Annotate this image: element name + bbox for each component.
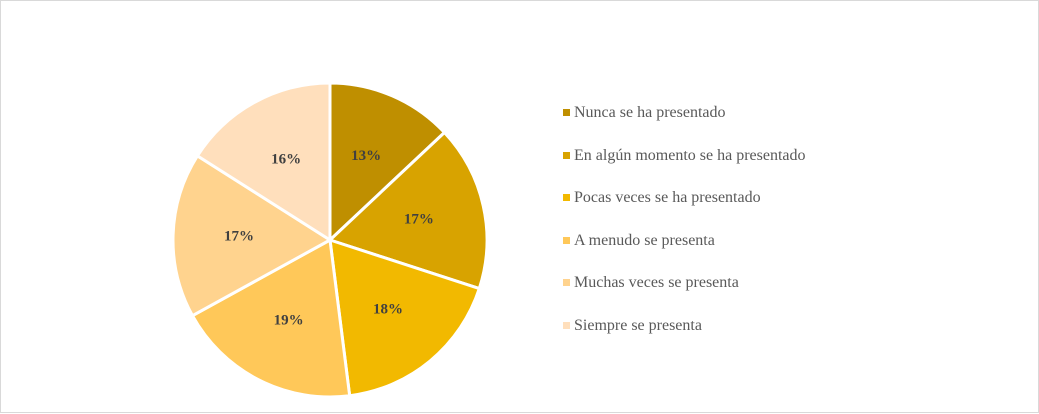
legend-label: Siempre se presenta — [574, 316, 702, 334]
slice-data-label-3: 18% — [373, 302, 403, 318]
pie-slice-3 — [328, 238, 481, 398]
pie-slice-1 — [328, 81, 446, 242]
legend-swatch — [563, 194, 570, 201]
legend-swatch — [563, 236, 570, 244]
legend-label: Nunca se ha presentado — [574, 104, 726, 121]
slice-data-label-2: 17% — [404, 212, 434, 228]
pie-slice-2 — [328, 131, 489, 291]
slice-data-label-1: 13% — [351, 148, 381, 164]
pie-slice-5 — [171, 154, 332, 318]
legend-label: Muchas veces se presenta — [574, 274, 739, 291]
pie-slice-4 — [190, 238, 352, 399]
legend-swatch — [563, 279, 570, 286]
legend-label: En algún momento se ha presentado — [574, 146, 806, 164]
slice-data-label-6: 16% — [271, 152, 301, 168]
legend-label: Pocas veces se ha presentado — [574, 189, 761, 206]
slice-data-label-5: 17% — [224, 229, 254, 245]
legend-swatch — [563, 109, 570, 116]
pie-slice-6 — [195, 81, 332, 242]
slice-data-label-4: 19% — [274, 313, 304, 329]
legend-label: A menudo se presenta — [574, 231, 715, 249]
legend-swatch — [563, 321, 570, 329]
legend-swatch — [563, 151, 570, 159]
